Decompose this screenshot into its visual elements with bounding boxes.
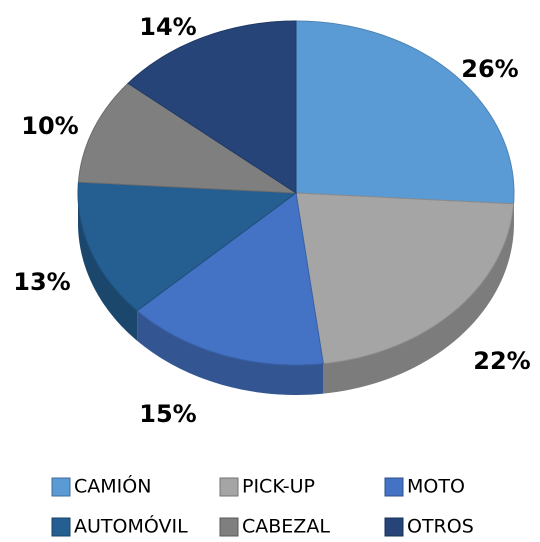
legend-swatch	[384, 517, 404, 537]
pie-slice-side	[323, 203, 514, 394]
legend-swatch	[51, 477, 71, 497]
legend-swatch	[219, 517, 239, 537]
legend-swatch	[384, 477, 404, 497]
legend-swatch	[219, 477, 239, 497]
pie-slice-side	[137, 310, 324, 395]
legend-label: MOTO	[407, 476, 465, 498]
data-label: 10%	[21, 112, 78, 140]
legend-swatch	[51, 517, 71, 537]
pie-slice	[77, 181, 298, 312]
data-label: 26%	[461, 55, 518, 83]
legend-label: OTROS	[407, 516, 474, 538]
legend-label: CABEZAL	[242, 516, 330, 538]
pie-slice-side	[78, 193, 138, 341]
legend-label: PICK-UP	[242, 476, 315, 498]
data-label: 22%	[473, 347, 530, 375]
data-label: 14%	[139, 13, 196, 41]
pie-slice	[295, 20, 515, 205]
pie-slice	[136, 192, 324, 366]
pie-slice	[295, 192, 515, 365]
legend-label: CAMIÓN	[74, 474, 151, 498]
data-label: 13%	[13, 268, 70, 296]
pie-slice	[77, 82, 298, 194]
data-label: 15%	[139, 400, 196, 428]
legend-label: AUTOMÓVIL	[74, 514, 188, 538]
pie-slice	[127, 20, 297, 194]
